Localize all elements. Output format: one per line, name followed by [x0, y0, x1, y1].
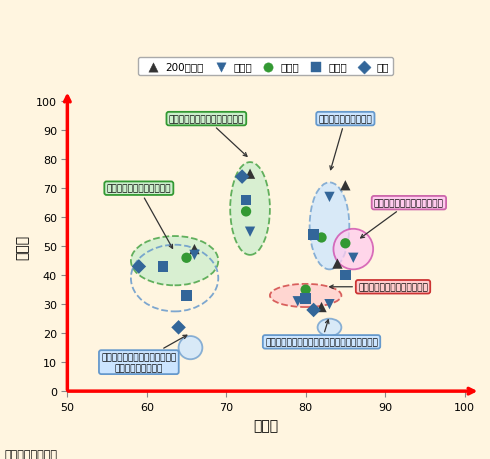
Point	[342, 240, 349, 247]
Text: 治安のよさや防範対策の状況: 治安のよさや防範対策の状況	[361, 199, 444, 238]
Point	[242, 196, 250, 204]
Point	[246, 171, 254, 178]
Y-axis label: 満足度: 満足度	[15, 234, 29, 259]
Ellipse shape	[178, 336, 202, 359]
Text: ショッピングを楽しめるような
多様な商店等の集積: ショッピングを楽しめるような 多様な商店等の集積	[101, 336, 187, 372]
Point	[318, 234, 325, 241]
Ellipse shape	[318, 319, 342, 336]
Ellipse shape	[333, 230, 373, 270]
Point	[342, 182, 349, 190]
Point	[334, 260, 342, 268]
Ellipse shape	[131, 236, 218, 285]
Text: 病院や診療所などの施設や医療サービスの状況: 病院や診療所などの施設や医療サービスの状況	[265, 320, 378, 347]
Point	[342, 272, 349, 279]
Point	[302, 295, 310, 302]
Ellipse shape	[230, 163, 270, 255]
Point	[325, 301, 333, 308]
Point	[294, 298, 302, 305]
Point	[318, 304, 325, 311]
Point	[135, 263, 143, 270]
Point	[174, 324, 182, 331]
Text: まちなみや景観の整備状況: まちなみや景観の整備状況	[107, 184, 172, 249]
Text: 資料）国土交通省: 資料）国土交通省	[5, 449, 58, 459]
Point	[310, 231, 318, 239]
Point	[238, 174, 246, 181]
X-axis label: 重要度: 重要度	[253, 419, 278, 432]
Point	[310, 307, 318, 314]
Text: 日常の買い物の利便性: 日常の買い物の利便性	[318, 115, 372, 170]
Ellipse shape	[270, 284, 342, 308]
Point	[302, 286, 310, 294]
Text: 自然災害等に対する防災体制: 自然災害等に対する防災体制	[330, 283, 428, 291]
Point	[191, 252, 198, 259]
Text: 自然の豊かさや環境保全の状況: 自然の豊かさや環境保全の状況	[169, 115, 247, 157]
Point	[242, 208, 250, 216]
Point	[183, 292, 191, 299]
Ellipse shape	[310, 183, 349, 270]
Point	[159, 263, 167, 270]
Point	[183, 255, 191, 262]
Point	[183, 292, 191, 299]
Legend: 200万都市, 大都市, 中都市, 小都市, 町村: 200万都市, 大都市, 中都市, 小都市, 町村	[138, 58, 393, 76]
Point	[349, 255, 357, 262]
Point	[191, 246, 198, 253]
Point	[246, 229, 254, 236]
Point	[325, 194, 333, 201]
